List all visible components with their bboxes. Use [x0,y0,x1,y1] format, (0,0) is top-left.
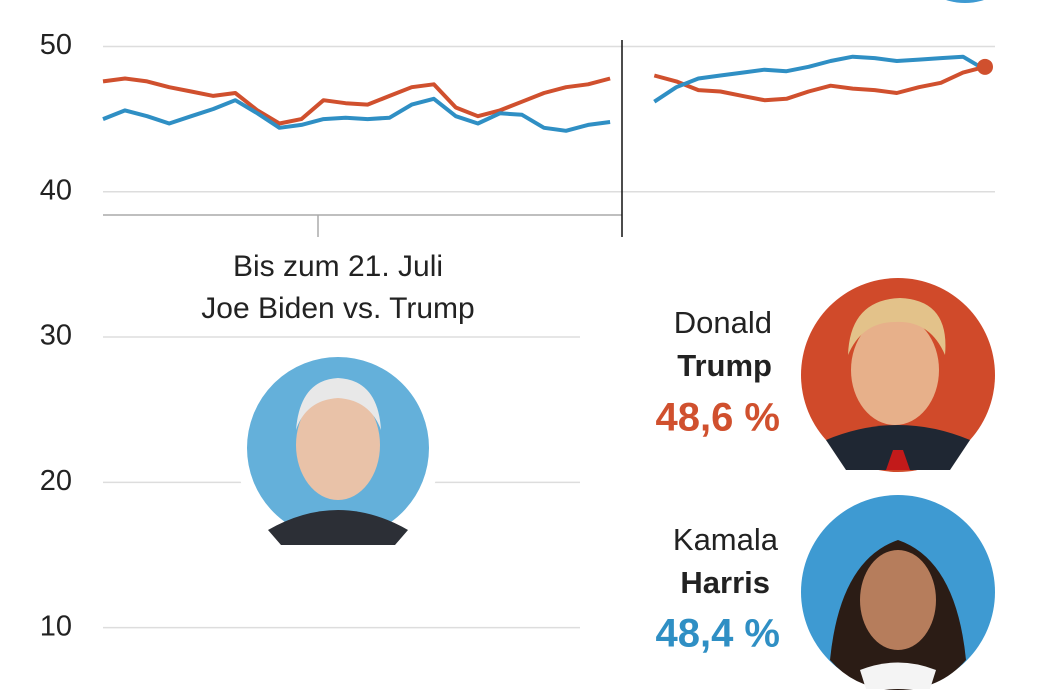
series-line [102,54,987,133]
y-tick-label: 20 [40,465,72,497]
candidate-last: Trump [677,348,772,383]
candidate-first: Donald [674,305,772,340]
y-tick-label: 50 [40,29,72,61]
photo-biden [235,345,441,551]
end-dot [977,58,993,75]
photo-trump [801,278,995,472]
value-label: 48,4 % [655,612,780,656]
y-tick-label: 40 [40,174,72,206]
candidate-last: Harris [680,565,770,600]
photo-harris [801,495,995,690]
annotation: Bis zum 21. Juli [233,250,443,283]
photo-partial [946,0,984,3]
y-tick-label: 10 [40,610,72,642]
lines [102,54,993,133]
y-tick-label: 30 [40,320,72,352]
grid [103,45,995,629]
value-label: 48,6 % [655,396,780,440]
annotation: Joe Biden vs. Trump [201,292,474,325]
series-line [102,64,986,126]
candidate-first: Kamala [673,522,779,557]
